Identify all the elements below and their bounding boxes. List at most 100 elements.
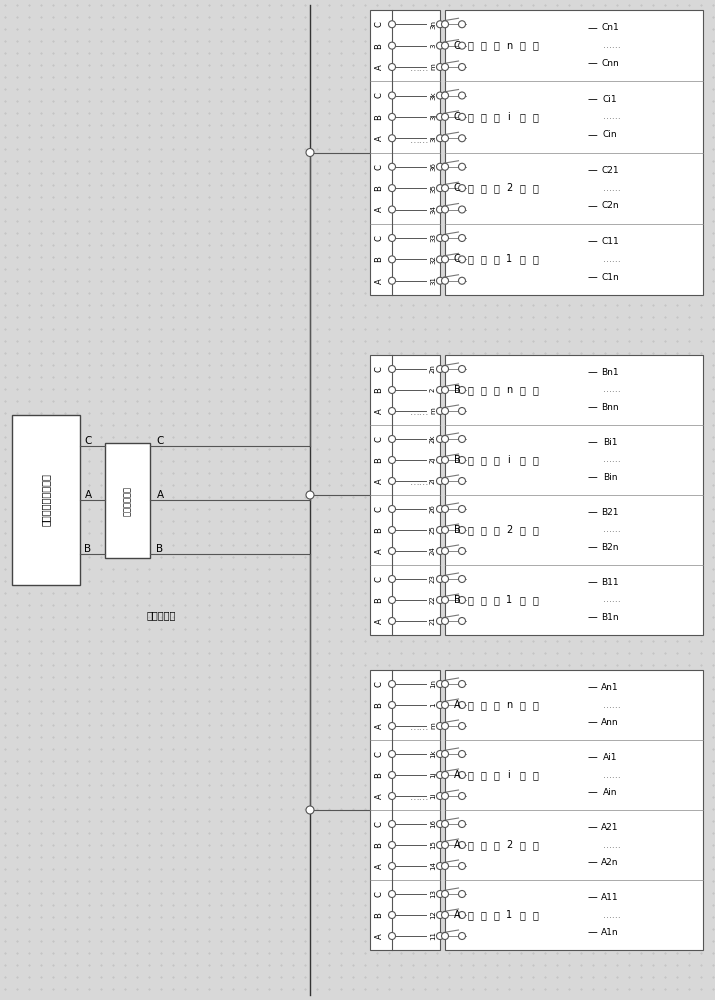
Circle shape	[388, 680, 395, 688]
Text: 3j: 3j	[430, 114, 436, 120]
Circle shape	[441, 277, 448, 284]
Circle shape	[458, 890, 465, 898]
Text: B1n: B1n	[601, 613, 618, 622]
Circle shape	[458, 163, 465, 170]
Circle shape	[458, 912, 465, 918]
Text: A: A	[375, 723, 383, 729]
Text: 用: 用	[519, 41, 525, 51]
Text: A: A	[454, 840, 460, 850]
Circle shape	[388, 408, 395, 414]
Text: 线: 线	[493, 254, 499, 264]
Circle shape	[458, 772, 465, 778]
Circle shape	[388, 234, 395, 241]
Text: C: C	[375, 164, 383, 170]
Text: A: A	[375, 408, 383, 414]
Text: 用: 用	[519, 910, 525, 920]
Circle shape	[388, 386, 395, 393]
Text: ……: ……	[603, 526, 621, 534]
Text: —: —	[587, 752, 597, 762]
Text: B: B	[375, 256, 383, 262]
Text: —: —	[587, 367, 597, 377]
Circle shape	[388, 750, 395, 758]
Text: 25: 25	[430, 526, 436, 534]
Text: —: —	[587, 857, 597, 867]
Circle shape	[458, 436, 465, 442]
Text: —: —	[587, 94, 597, 104]
Circle shape	[388, 113, 395, 120]
Circle shape	[436, 702, 443, 708]
Circle shape	[388, 792, 395, 800]
Text: B11: B11	[601, 578, 618, 587]
Text: C: C	[84, 436, 92, 446]
Text: 用: 用	[519, 700, 525, 710]
Circle shape	[388, 912, 395, 918]
Circle shape	[458, 820, 465, 828]
Text: 24: 24	[430, 547, 436, 555]
Circle shape	[388, 456, 395, 464]
Circle shape	[388, 277, 395, 284]
Circle shape	[436, 365, 443, 372]
Text: A: A	[84, 490, 92, 500]
Circle shape	[436, 21, 443, 28]
Circle shape	[388, 478, 395, 485]
Text: A: A	[375, 278, 383, 284]
Text: B: B	[375, 702, 383, 708]
Circle shape	[441, 365, 448, 372]
Text: —: —	[587, 822, 597, 832]
Text: C: C	[375, 821, 383, 827]
Text: 用: 用	[519, 385, 525, 395]
Text: C2n: C2n	[601, 201, 618, 210]
Circle shape	[388, 576, 395, 582]
Circle shape	[458, 617, 465, 624]
Circle shape	[458, 277, 465, 284]
Circle shape	[458, 478, 465, 485]
Text: 相: 相	[467, 41, 473, 51]
Text: A11: A11	[601, 893, 618, 902]
Text: ……: ……	[603, 112, 621, 121]
Text: ……: ……	[410, 135, 430, 145]
Text: 支: 支	[480, 112, 486, 122]
Text: —: —	[587, 578, 597, 587]
Circle shape	[388, 722, 395, 730]
Text: —: —	[587, 165, 597, 175]
Text: A: A	[454, 910, 460, 920]
Circle shape	[458, 680, 465, 688]
Text: 2: 2	[430, 388, 436, 392]
Circle shape	[436, 932, 443, 940]
Circle shape	[436, 548, 443, 554]
Text: C: C	[375, 21, 383, 27]
Text: 线: 线	[493, 595, 499, 605]
Text: 户: 户	[532, 41, 538, 51]
Circle shape	[388, 820, 395, 828]
Text: Cn1: Cn1	[601, 23, 619, 32]
Text: 支: 支	[480, 840, 486, 850]
Circle shape	[388, 21, 395, 28]
Text: 相: 相	[467, 385, 473, 395]
Circle shape	[441, 92, 448, 99]
Text: ……: ……	[603, 910, 621, 920]
Text: 用: 用	[519, 770, 525, 780]
Text: Bin: Bin	[603, 473, 617, 482]
Text: 3: 3	[430, 43, 436, 48]
Text: 线: 线	[493, 525, 499, 535]
Text: 35: 35	[430, 184, 436, 193]
Circle shape	[388, 256, 395, 263]
Text: B: B	[375, 185, 383, 191]
Circle shape	[388, 185, 395, 192]
Text: A1n: A1n	[601, 928, 618, 937]
Text: —: —	[587, 201, 597, 211]
Text: 1n: 1n	[430, 680, 436, 688]
Text: 33: 33	[430, 233, 436, 242]
Text: 21: 21	[430, 617, 436, 625]
Text: 户: 户	[532, 385, 538, 395]
Text: B: B	[453, 525, 460, 535]
Circle shape	[441, 548, 448, 554]
Text: C: C	[375, 891, 383, 897]
Text: C: C	[453, 41, 460, 51]
Circle shape	[388, 365, 395, 372]
Circle shape	[458, 596, 465, 603]
Text: 支: 支	[480, 455, 486, 465]
Circle shape	[458, 386, 465, 393]
Circle shape	[441, 526, 448, 534]
Text: 2: 2	[506, 183, 512, 193]
